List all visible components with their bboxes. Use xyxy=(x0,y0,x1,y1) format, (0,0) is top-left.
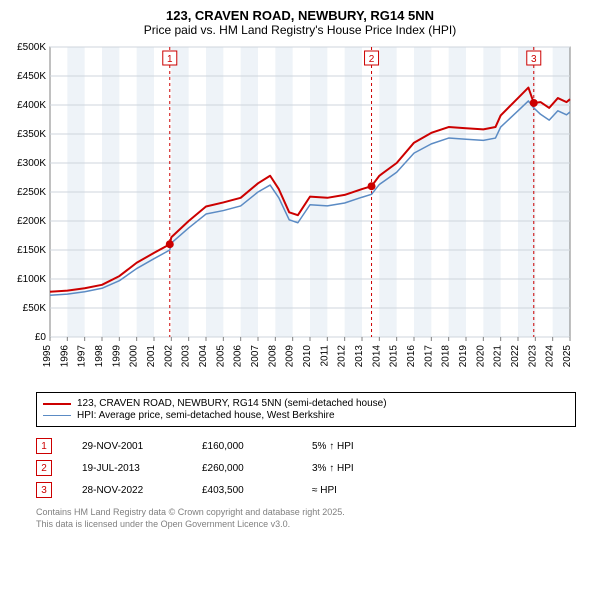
svg-text:2021: 2021 xyxy=(493,345,504,368)
legend-swatch xyxy=(43,415,71,416)
sale-marker: 1 xyxy=(36,438,52,454)
sale-row: 1 29-NOV-2001 £160,000 5% ↑ HPI xyxy=(36,435,576,457)
sale-diff: 3% ↑ HPI xyxy=(312,463,392,474)
svg-text:£500K: £500K xyxy=(17,42,46,53)
svg-text:£200K: £200K xyxy=(17,216,46,227)
svg-text:2016: 2016 xyxy=(406,345,417,368)
sale-price: £160,000 xyxy=(202,441,282,452)
sale-row: 2 19-JUL-2013 £260,000 3% ↑ HPI xyxy=(36,457,576,479)
footer-line-1: Contains HM Land Registry data © Crown c… xyxy=(36,507,592,519)
svg-text:2013: 2013 xyxy=(354,345,365,368)
page-title-sub: Price paid vs. HM Land Registry's House … xyxy=(8,23,592,37)
sale-diff: 5% ↑ HPI xyxy=(312,441,392,452)
sale-price: £260,000 xyxy=(202,463,282,474)
svg-text:2025: 2025 xyxy=(562,345,573,368)
price-chart: £0 £50K £100K £150K £200K £250K £300K £350K £400… xyxy=(8,41,592,386)
svg-text:2012: 2012 xyxy=(337,345,348,368)
legend-swatch xyxy=(43,403,71,405)
svg-text:£100K: £100K xyxy=(17,274,46,285)
svg-text:£350K: £350K xyxy=(17,129,46,140)
svg-text:2: 2 xyxy=(369,54,375,65)
svg-text:£50K: £50K xyxy=(23,303,47,314)
svg-text:2010: 2010 xyxy=(302,345,313,368)
svg-text:2003: 2003 xyxy=(181,345,192,368)
svg-text:1: 1 xyxy=(167,54,173,65)
svg-text:1996: 1996 xyxy=(59,345,70,368)
svg-text:2015: 2015 xyxy=(389,345,400,368)
legend-row: HPI: Average price, semi-detached house,… xyxy=(43,410,569,421)
svg-text:3: 3 xyxy=(531,54,537,65)
svg-text:2008: 2008 xyxy=(267,345,278,368)
svg-text:£0: £0 xyxy=(35,332,47,343)
svg-text:1998: 1998 xyxy=(94,345,105,368)
svg-text:£300K: £300K xyxy=(17,158,46,169)
sale-date: 28-NOV-2022 xyxy=(82,485,172,496)
chart-legend: 123, CRAVEN ROAD, NEWBURY, RG14 5NN (sem… xyxy=(36,392,576,427)
svg-text:2019: 2019 xyxy=(458,345,469,368)
legend-label: 123, CRAVEN ROAD, NEWBURY, RG14 5NN (sem… xyxy=(77,398,387,409)
footer-line-2: This data is licensed under the Open Gov… xyxy=(36,519,592,531)
svg-text:1997: 1997 xyxy=(77,345,88,368)
svg-text:2005: 2005 xyxy=(215,345,226,368)
svg-text:2000: 2000 xyxy=(129,345,140,368)
sale-marker: 2 xyxy=(36,460,52,476)
chart-svg: £0 £50K £100K £150K £200K £250K £300K £350K £400… xyxy=(8,41,578,381)
svg-text:2020: 2020 xyxy=(475,345,486,368)
svg-text:2023: 2023 xyxy=(527,345,538,368)
sale-row: 3 28-NOV-2022 £403,500 ≈ HPI xyxy=(36,479,576,501)
sale-date: 29-NOV-2001 xyxy=(82,441,172,452)
svg-text:2006: 2006 xyxy=(233,345,244,368)
svg-text:2009: 2009 xyxy=(285,345,296,368)
svg-text:£150K: £150K xyxy=(17,245,46,256)
sales-table: 1 29-NOV-2001 £160,000 5% ↑ HPI 2 19-JUL-2013… xyxy=(36,435,576,501)
sale-date: 19-JUL-2013 xyxy=(82,463,172,474)
legend-row: 123, CRAVEN ROAD, NEWBURY, RG14 5NN (sem… xyxy=(43,398,569,409)
svg-text:2024: 2024 xyxy=(545,345,556,368)
sale-price: £403,500 xyxy=(202,485,282,496)
sale-diff: ≈ HPI xyxy=(312,485,392,496)
page-title-address: 123, CRAVEN ROAD, NEWBURY, RG14 5NN xyxy=(8,8,592,23)
svg-text:2007: 2007 xyxy=(250,345,261,368)
svg-text:£400K: £400K xyxy=(17,100,46,111)
legend-label: HPI: Average price, semi-detached house,… xyxy=(77,410,335,421)
svg-text:2004: 2004 xyxy=(198,345,209,368)
svg-text:£450K: £450K xyxy=(17,71,46,82)
svg-text:2014: 2014 xyxy=(371,345,382,368)
sale-marker: 3 xyxy=(36,482,52,498)
svg-text:2022: 2022 xyxy=(510,345,521,368)
svg-text:£250K: £250K xyxy=(17,187,46,198)
svg-text:2011: 2011 xyxy=(319,345,330,367)
svg-text:2002: 2002 xyxy=(163,345,174,368)
svg-text:2018: 2018 xyxy=(441,345,452,368)
svg-text:2017: 2017 xyxy=(423,345,434,368)
svg-text:1999: 1999 xyxy=(111,345,122,368)
svg-text:2001: 2001 xyxy=(146,345,157,368)
svg-text:1995: 1995 xyxy=(42,345,53,368)
